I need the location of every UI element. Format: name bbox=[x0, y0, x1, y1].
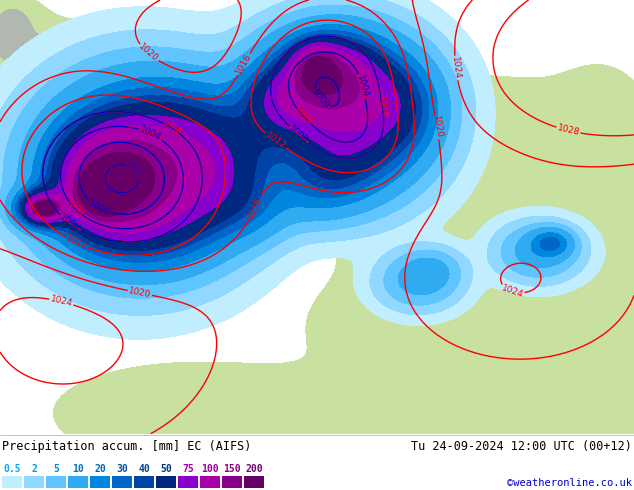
Bar bbox=[46, 476, 66, 488]
Bar bbox=[134, 476, 154, 488]
Text: 20: 20 bbox=[94, 464, 106, 474]
Bar bbox=[68, 476, 88, 488]
Text: 200: 200 bbox=[245, 464, 263, 474]
Text: 1004: 1004 bbox=[138, 125, 163, 143]
Text: 1024: 1024 bbox=[450, 56, 462, 80]
Bar bbox=[24, 476, 44, 488]
Text: 1024: 1024 bbox=[500, 283, 524, 299]
Text: 1020: 1020 bbox=[430, 115, 443, 139]
Text: 100: 100 bbox=[201, 464, 219, 474]
Bar bbox=[244, 476, 264, 488]
Bar bbox=[112, 476, 132, 488]
Text: 1016: 1016 bbox=[234, 52, 254, 76]
Text: Precipitation accum. [mm] EC (AIFS): Precipitation accum. [mm] EC (AIFS) bbox=[2, 440, 251, 453]
Bar bbox=[90, 476, 110, 488]
Text: 10: 10 bbox=[72, 464, 84, 474]
Text: 1008: 1008 bbox=[377, 96, 389, 119]
Text: 1016: 1016 bbox=[246, 195, 264, 220]
Bar bbox=[156, 476, 176, 488]
Text: 1004: 1004 bbox=[63, 196, 86, 220]
Bar bbox=[200, 476, 220, 488]
Text: 1004: 1004 bbox=[292, 104, 314, 127]
Text: 5: 5 bbox=[53, 464, 59, 474]
Text: 2: 2 bbox=[31, 464, 37, 474]
Text: 996: 996 bbox=[125, 160, 143, 179]
Text: 996: 996 bbox=[125, 160, 143, 179]
Text: 0.5: 0.5 bbox=[3, 464, 21, 474]
Text: 40: 40 bbox=[138, 464, 150, 474]
Text: 1020: 1020 bbox=[137, 42, 160, 64]
Text: 1028: 1028 bbox=[556, 123, 581, 138]
Text: 150: 150 bbox=[223, 464, 241, 474]
Text: 50: 50 bbox=[160, 464, 172, 474]
Text: ©weatheronline.co.uk: ©weatheronline.co.uk bbox=[507, 478, 632, 488]
Text: 1024: 1024 bbox=[49, 294, 74, 309]
Bar bbox=[2, 476, 22, 488]
Text: 1012: 1012 bbox=[264, 130, 288, 151]
Text: 1000: 1000 bbox=[309, 87, 332, 110]
Bar bbox=[178, 476, 198, 488]
Text: 1012: 1012 bbox=[64, 234, 89, 252]
Text: 1000: 1000 bbox=[87, 199, 112, 218]
Text: Tu 24-09-2024 12:00 UTC (00+12): Tu 24-09-2024 12:00 UTC (00+12) bbox=[411, 440, 632, 453]
Text: 1004: 1004 bbox=[355, 74, 370, 98]
Text: 1008: 1008 bbox=[287, 124, 311, 146]
Bar bbox=[222, 476, 242, 488]
Text: 75: 75 bbox=[182, 464, 194, 474]
Text: 1008: 1008 bbox=[58, 213, 82, 234]
Text: 1008: 1008 bbox=[158, 118, 183, 138]
Text: 30: 30 bbox=[116, 464, 128, 474]
Text: 1020: 1020 bbox=[128, 286, 152, 300]
